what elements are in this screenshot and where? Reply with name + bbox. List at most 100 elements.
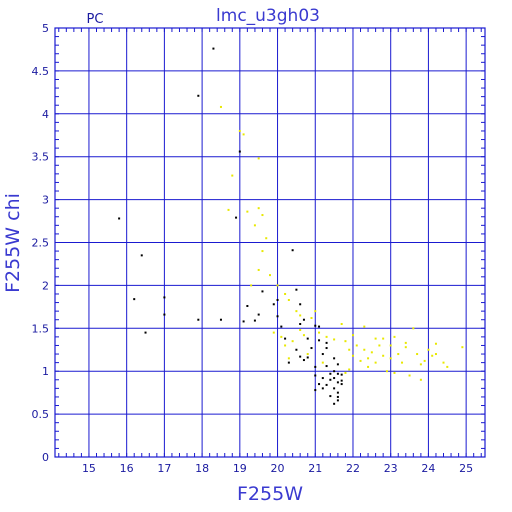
data-point: [340, 383, 343, 386]
x-tick-label: 17: [157, 462, 171, 475]
corner-label: PC: [87, 12, 104, 27]
y-tick-label: 4.5: [32, 65, 50, 78]
data-point: [325, 383, 328, 386]
data-point: [287, 357, 290, 360]
data-point: [325, 341, 328, 344]
data-point: [340, 323, 343, 326]
data-point: [302, 334, 305, 337]
x-axis-label: F255W: [237, 483, 303, 505]
tick-labels-layer: 15 16 17 18 19 20 21 22 23 24 25 0 0.5 1 1.5 2 2.5 3 3.5 4 4…: [32, 22, 474, 475]
data-point: [363, 325, 366, 328]
data-point: [133, 298, 136, 301]
y-tick-label: 1: [42, 365, 49, 378]
data-point: [276, 284, 279, 287]
x-tick-label: 15: [82, 462, 96, 475]
data-point: [374, 337, 377, 340]
data-point: [321, 353, 324, 356]
x-tick-label: 20: [271, 462, 285, 475]
data-point: [321, 361, 324, 364]
data-point: [163, 296, 166, 299]
data-point: [235, 216, 238, 219]
data-point: [306, 353, 309, 356]
data-point: [299, 329, 302, 332]
data-point: [284, 337, 287, 340]
data-point: [231, 174, 234, 177]
data-point: [306, 337, 309, 340]
data-point: [314, 389, 317, 392]
data-point: [318, 331, 321, 334]
data-point: [276, 315, 279, 318]
data-point: [310, 317, 313, 320]
data-point: [340, 379, 343, 382]
data-point: [363, 348, 366, 351]
x-tick-label: 22: [346, 462, 360, 475]
data-point: [408, 374, 411, 377]
data-point: [378, 344, 381, 347]
data-point: [163, 313, 166, 316]
data-point: [336, 381, 339, 384]
data-point: [295, 310, 298, 313]
data-point: [140, 254, 143, 257]
data-point: [397, 353, 400, 356]
data-point: [367, 357, 370, 360]
data-point: [325, 365, 328, 368]
x-tick-label: 21: [308, 462, 322, 475]
data-point: [325, 335, 328, 338]
data-point: [389, 357, 392, 360]
data-point: [370, 351, 373, 354]
data-point: [336, 363, 339, 366]
data-point: [333, 338, 336, 341]
data-point: [299, 323, 302, 326]
data-point: [321, 387, 324, 390]
data-point: [321, 377, 324, 380]
x-tick-label: 23: [384, 462, 398, 475]
data-point: [348, 368, 351, 371]
data-point: [257, 157, 260, 160]
data-point: [427, 348, 430, 351]
data-point: [336, 391, 339, 394]
grid-layer: [55, 27, 485, 458]
data-point: [423, 359, 426, 362]
data-point: [348, 348, 351, 351]
data-point: [333, 357, 336, 360]
data-point: [250, 284, 253, 287]
data-point: [344, 340, 347, 343]
data-point: [246, 304, 249, 307]
data-point: [299, 303, 302, 306]
data-point: [329, 372, 332, 375]
data-point: [242, 320, 245, 323]
data-point: [227, 208, 230, 211]
data-point: [261, 250, 264, 253]
data-point: [329, 378, 332, 381]
data-point: [446, 365, 449, 368]
data-point: [434, 342, 437, 345]
data-point: [144, 331, 147, 334]
data-point: [419, 378, 422, 381]
data-point: [299, 355, 302, 358]
data-point: [367, 365, 370, 368]
y-tick-label: 4: [42, 108, 49, 121]
data-point: [374, 361, 377, 364]
x-tick-label: 18: [195, 462, 209, 475]
data-point: [287, 361, 290, 364]
data-point: [276, 298, 279, 301]
y-tick-label: 5: [42, 22, 49, 35]
data-point: [242, 133, 245, 136]
plot-frame: [54, 27, 486, 458]
data-point: [351, 334, 354, 337]
data-point: [351, 354, 354, 357]
data-point: [257, 313, 260, 316]
data-point: [219, 318, 222, 321]
data-point: [336, 372, 339, 375]
data-point: [253, 319, 256, 322]
data-point: [442, 361, 445, 364]
data-point: [412, 327, 415, 330]
data-point: [197, 318, 200, 321]
data-point: [265, 237, 268, 240]
y-axis-label: F255W chi: [2, 193, 24, 293]
data-point: [302, 318, 305, 321]
y-tick-label: 3: [42, 194, 49, 207]
data-point: [404, 341, 407, 344]
data-point: [299, 314, 302, 317]
data-point: [261, 214, 264, 217]
